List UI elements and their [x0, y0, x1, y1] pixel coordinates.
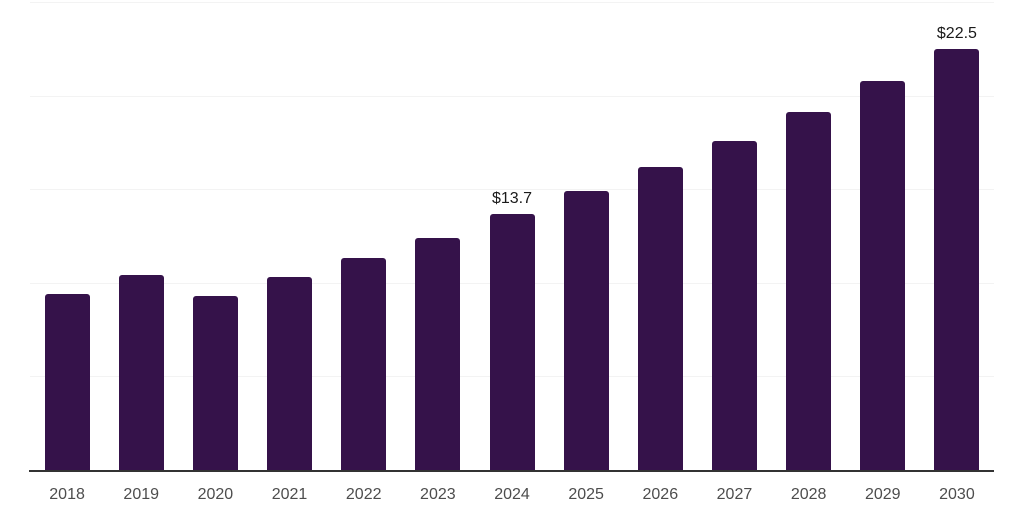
x-tick-label-2021: 2021 [271, 486, 308, 503]
bar-2023 [415, 237, 461, 470]
x-tick-label-2024: 2024 [494, 486, 530, 503]
bar-2018 [44, 294, 90, 470]
data-label-2030: $22.5 [936, 24, 977, 42]
bar-2020 [192, 295, 238, 470]
gridline-y-25 [30, 2, 994, 3]
x-tick-label-2027: 2027 [716, 486, 753, 503]
bar-2021 [267, 277, 313, 470]
bar-2027 [711, 140, 757, 470]
bar-2030 [934, 48, 980, 470]
x-tick-label-2022: 2022 [345, 486, 382, 503]
bar-2028 [786, 112, 832, 470]
x-tick-label-2029: 2029 [864, 486, 901, 503]
bar-2022 [341, 258, 387, 470]
x-tick-label-2018: 2018 [49, 486, 85, 503]
x-tick-label-2028: 2028 [790, 486, 827, 503]
gridline-y-20 [30, 95, 994, 97]
bar-2026 [637, 166, 683, 470]
bar-2019 [118, 275, 164, 470]
data-label-2024: $13.7 [491, 189, 533, 207]
bar-2025 [563, 191, 609, 470]
x-tick-label-2026: 2026 [642, 486, 679, 503]
x-tick-label-2023: 2023 [420, 486, 456, 503]
bar-2024 [489, 213, 535, 470]
x-axis-line [29, 470, 994, 472]
x-tick-label-2020: 2020 [197, 486, 234, 503]
x-tick-label-2019: 2019 [123, 486, 160, 503]
x-tick-label-2025: 2025 [568, 486, 604, 503]
x-tick-label-2030: 2030 [939, 486, 975, 503]
bar-2029 [860, 80, 906, 470]
